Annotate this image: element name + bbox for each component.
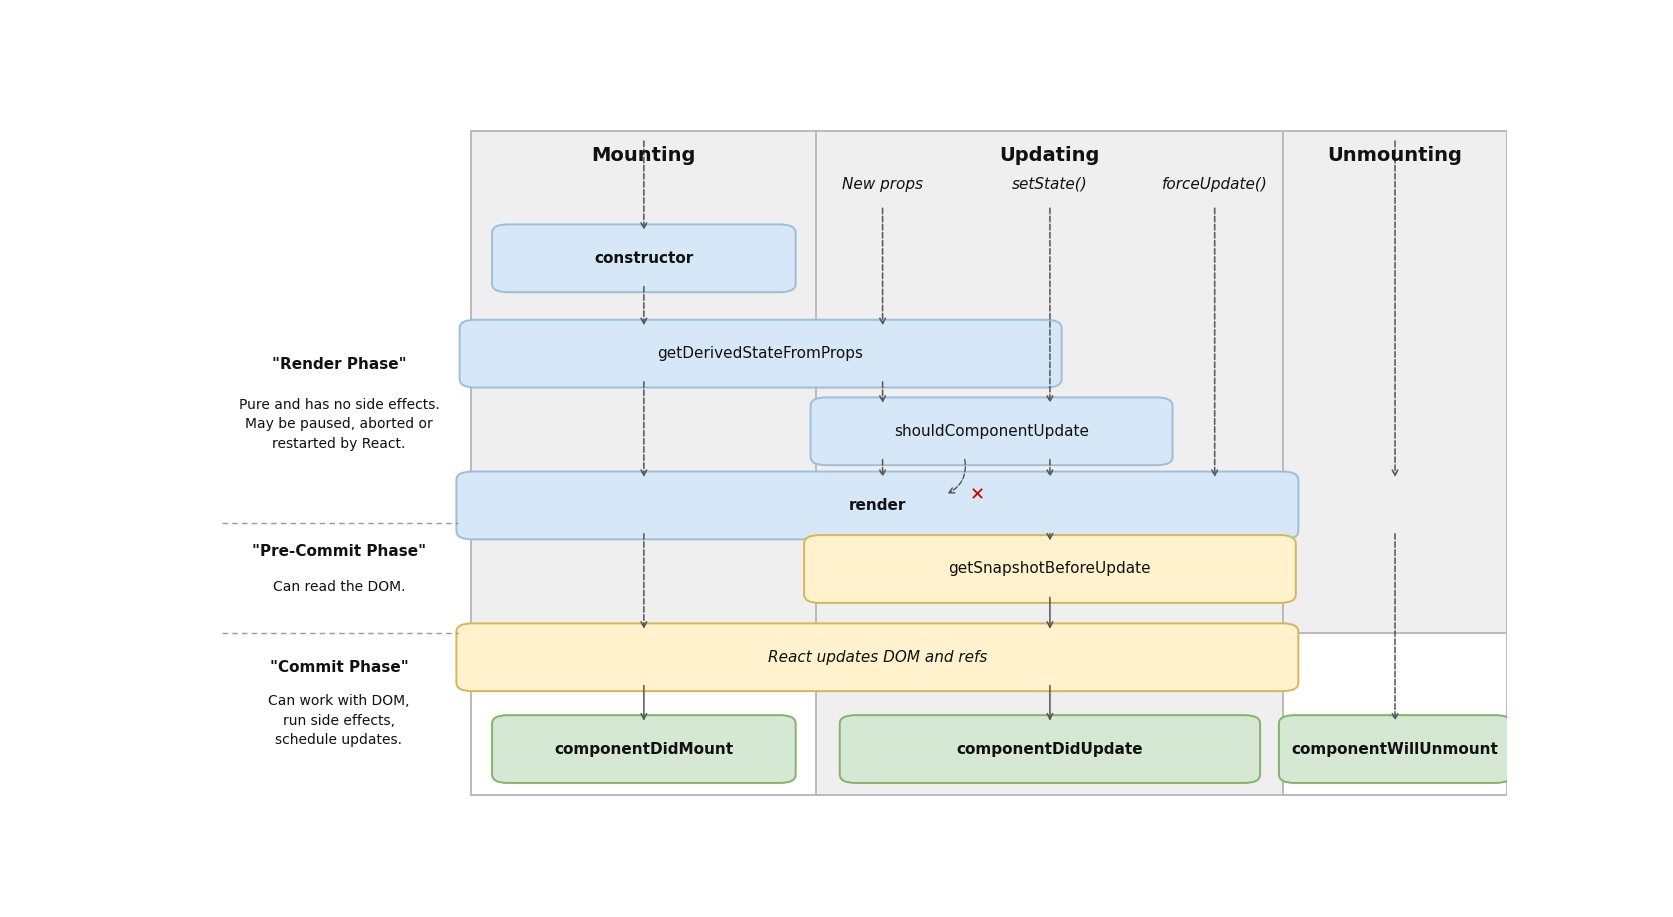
Bar	[472, 131, 1506, 795]
Text: "Commit Phase": "Commit Phase"	[269, 660, 408, 675]
FancyBboxPatch shape	[803, 536, 1295, 602]
Bar	[472, 131, 1506, 795]
Bar	[816, 131, 1283, 795]
Text: ✕: ✕	[969, 486, 984, 503]
Text: Can read the DOM.: Can read the DOM.	[273, 580, 405, 593]
Bar	[1283, 131, 1506, 633]
Text: componentDidUpdate: componentDidUpdate	[955, 742, 1143, 757]
Text: render: render	[848, 498, 905, 513]
Text: shouldComponentUpdate: shouldComponentUpdate	[893, 424, 1089, 439]
Text: React updates DOM and refs: React updates DOM and refs	[768, 650, 987, 665]
Text: New props: New props	[842, 177, 922, 192]
FancyBboxPatch shape	[1278, 715, 1511, 783]
FancyBboxPatch shape	[457, 471, 1298, 539]
Text: Unmounting: Unmounting	[1327, 147, 1462, 165]
FancyBboxPatch shape	[460, 320, 1061, 388]
FancyBboxPatch shape	[492, 225, 795, 293]
FancyBboxPatch shape	[810, 397, 1171, 465]
Bar	[1283, 633, 1506, 795]
Text: Mounting: Mounting	[591, 147, 696, 165]
Bar	[472, 131, 816, 633]
Text: getDerivedStateFromProps: getDerivedStateFromProps	[657, 346, 863, 361]
Bar	[472, 633, 816, 795]
Bar	[1283, 633, 1506, 795]
FancyBboxPatch shape	[457, 624, 1298, 691]
Text: constructor: constructor	[594, 251, 693, 266]
Text: componentDidMount: componentDidMount	[554, 742, 733, 757]
Text: componentWillUnmount: componentWillUnmount	[1292, 742, 1497, 757]
Text: "Pre-Commit Phase": "Pre-Commit Phase"	[251, 544, 427, 558]
FancyBboxPatch shape	[840, 715, 1260, 783]
Text: Can work with DOM,
run side effects,
schedule updates.: Can work with DOM, run side effects, sch…	[268, 694, 410, 747]
Text: Pure and has no side effects.
May be paused, aborted or
restarted by React.: Pure and has no side effects. May be pau…	[239, 398, 438, 451]
FancyBboxPatch shape	[492, 715, 795, 783]
Text: Updating: Updating	[999, 147, 1099, 165]
Text: getSnapshotBeforeUpdate: getSnapshotBeforeUpdate	[949, 561, 1151, 577]
Bar	[472, 633, 816, 795]
Text: setState(): setState()	[1012, 177, 1087, 192]
Text: forceUpdate(): forceUpdate()	[1161, 177, 1266, 192]
Text: "Render Phase": "Render Phase"	[271, 357, 407, 371]
